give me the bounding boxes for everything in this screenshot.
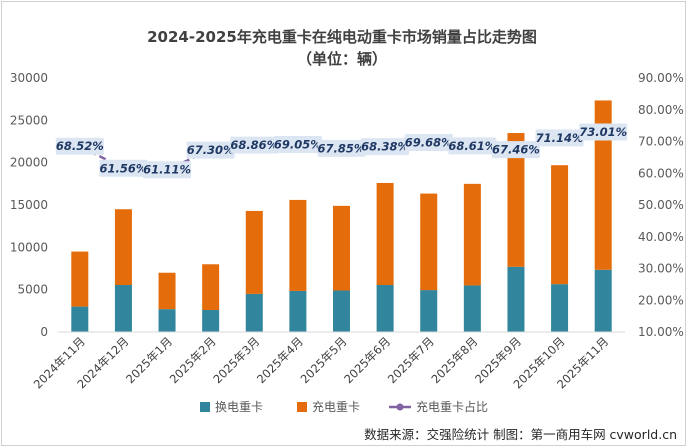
- data-label: 73.01%: [579, 125, 627, 139]
- bar-swap-segment: [420, 290, 438, 332]
- data-label-box: [99, 159, 148, 177]
- x-tick-label: 2025年1月: [123, 334, 175, 386]
- y-left-tick-label: 20000: [10, 156, 48, 170]
- bar-charge-segment: [420, 193, 438, 291]
- bar-charge-segment: [333, 205, 350, 291]
- data-label-box: [579, 123, 628, 141]
- data-label-box: [404, 134, 453, 152]
- bar-swap-segment: [507, 266, 525, 332]
- data-label: 67.30%: [187, 143, 235, 157]
- bar-swap-segment: [158, 309, 176, 332]
- data-label-box: [361, 138, 410, 156]
- bar-charge-segment: [551, 165, 569, 285]
- y-right-tick-label: 10.00%: [638, 325, 684, 339]
- legend-swatch-swap: [200, 402, 210, 412]
- data-label: 69.05%: [274, 138, 322, 152]
- y-left-tick-label: 0: [40, 325, 48, 339]
- bar-charge-segment: [158, 272, 176, 310]
- bar-charge-segment: [245, 210, 263, 294]
- y-right-tick-label: 40.00%: [638, 230, 684, 244]
- data-label-box: [535, 129, 584, 147]
- bar-swap-segment: [594, 269, 612, 332]
- left-axis: 0 5000 10000 15000 20000 25000 30000: [10, 71, 48, 339]
- source-note: 数据来源：交强险统计 制图：第一商用车网 cvworld.cn: [364, 427, 677, 442]
- chart-subtitle: （单位：辆）: [297, 50, 387, 68]
- data-label-box: [491, 141, 540, 159]
- y-left-tick-label: 25000: [10, 113, 48, 127]
- x-tick-label: 2025年4月: [254, 334, 306, 386]
- data-label: 67.85%: [318, 141, 366, 155]
- legend-label-charge: 充电重卡: [312, 399, 360, 414]
- data-label-box: [186, 141, 235, 159]
- data-label: 67.46%: [492, 143, 540, 157]
- bar-swap-segment: [289, 290, 307, 332]
- bar-swap-segment: [463, 285, 481, 332]
- bar-charge-segment: [376, 182, 394, 286]
- bars-group: [71, 100, 612, 332]
- bar-charge-segment: [71, 251, 89, 307]
- data-label-box: [317, 139, 366, 157]
- chart-title: 2024-2025年充电重卡在纯电动重卡市场销量占比走势图: [147, 28, 537, 46]
- data-label: 69.68%: [405, 136, 453, 150]
- y-right-tick-label: 90.00%: [638, 71, 684, 85]
- data-label: 61.11%: [143, 163, 191, 177]
- data-label: 68.52%: [56, 139, 104, 153]
- x-tick-label: 2025年3月: [210, 334, 262, 386]
- data-label-box: [55, 137, 104, 155]
- bar-charge-segment: [463, 183, 481, 286]
- bar-charge-segment: [594, 100, 612, 270]
- data-label: 61.56%: [99, 161, 147, 175]
- bar-charge-segment: [289, 199, 307, 291]
- bar-swap-segment: [71, 306, 89, 332]
- bar-swap-segment: [333, 290, 350, 332]
- y-right-tick-label: 20.00%: [638, 293, 684, 307]
- legend-label-swap: 换电重卡: [215, 400, 263, 414]
- x-tick-label: 2025年5月: [298, 334, 350, 386]
- legend-marker-share: [396, 403, 404, 411]
- y-left-tick-label: 30000: [10, 71, 48, 85]
- legend-label-share: 充电重卡占比: [416, 399, 488, 414]
- data-label: 71.14%: [536, 131, 584, 145]
- right-axis: 10.00% 20.00% 30.00% 40.00% 50.00% 60.00% 70.0…: [638, 71, 684, 339]
- y-right-tick-label: 70.00%: [638, 135, 684, 149]
- y-right-tick-label: 30.00%: [638, 262, 684, 276]
- y-left-tick-label: 15000: [10, 198, 48, 212]
- bar-swap-segment: [245, 293, 263, 332]
- bar-charge-segment: [507, 133, 525, 267]
- bar-swap-segment: [551, 284, 569, 332]
- data-label: 68.61%: [448, 139, 496, 153]
- y-left-tick-label: 10000: [10, 240, 48, 254]
- bar-swap-segment: [114, 285, 132, 332]
- legend: 换电重卡 充电重卡 充电重卡占比: [200, 399, 488, 414]
- data-labels: 68.52% 61.56%61.11% 67.30%68.86%69.05%67.8…: [55, 123, 628, 179]
- y-right-tick-label: 80.00%: [638, 103, 684, 117]
- data-label: 68.38%: [361, 140, 409, 154]
- y-left-tick-label: 5000: [17, 283, 48, 297]
- data-label-box: [273, 136, 322, 154]
- bar-swap-segment: [202, 309, 220, 332]
- legend-swatch-charge: [297, 402, 307, 412]
- bar-charge-segment: [202, 264, 220, 310]
- y-right-tick-label: 60.00%: [638, 166, 684, 180]
- bar-swap-segment: [376, 285, 394, 332]
- data-label: 68.86%: [230, 138, 278, 152]
- data-label-box: [230, 136, 279, 154]
- data-label-box: [143, 161, 192, 179]
- x-tick-label: 2025年7月: [385, 334, 437, 386]
- x-tick-label: 2025年8月: [428, 334, 480, 386]
- x-tick-label: 2025年6月: [341, 334, 393, 386]
- x-tick-label: 2025年2月: [167, 334, 219, 386]
- data-label-box: [448, 137, 497, 155]
- bar-charge-segment: [114, 209, 132, 286]
- y-right-tick-label: 50.00%: [638, 198, 684, 212]
- x-tick-labels: 2024年11月2024年12月2025年1月2025年2月2025年3月202…: [31, 334, 612, 391]
